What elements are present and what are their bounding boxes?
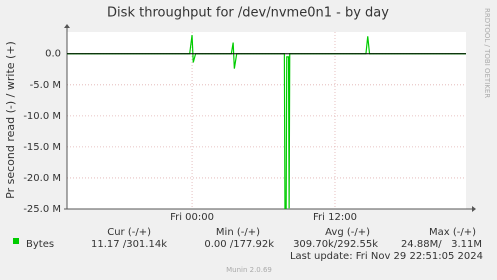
legend-value: 0.00 /177.92k (204, 239, 274, 250)
y-tick-label: -5.0 M (30, 80, 61, 91)
y-tick-label: 0.0 (45, 49, 61, 60)
last-update: Last update: Fri Nov 29 22:51:05 2024 (290, 251, 483, 262)
y-axis-label: Pr second read (-) / write (+) (4, 41, 17, 199)
legend-label: Bytes (26, 239, 54, 250)
legend-value: 11.17 /301.14k (91, 239, 167, 250)
legend-header: Min (-/+) (216, 227, 260, 238)
legend-swatch (13, 238, 19, 244)
y-tick-label: -10.0 M (23, 111, 61, 122)
chart-title: Disk throughput for /dev/nvme0n1 - by da… (107, 6, 389, 21)
legend-header: Avg (-/+) (325, 227, 370, 238)
axis-arrow (64, 24, 70, 28)
y-tick-label: -25.0 M (23, 204, 61, 215)
legend-header: Max (-/+) (429, 227, 476, 238)
x-tick-label: Fri 00:00 (170, 212, 214, 223)
axis-arrow (472, 206, 476, 212)
legend-header: Cur (-/+) (107, 227, 151, 238)
footer: Munin 2.0.69 (226, 266, 272, 274)
y-tick-label: -15.0 M (23, 142, 61, 153)
y-tick-label: -20.0 M (23, 173, 61, 184)
legend-value: 24.88M/ 3.11M (401, 239, 482, 250)
x-tick-label: Fri 12:00 (313, 212, 357, 223)
side-text: RRDTOOL / TOBI OETIKER (483, 8, 491, 98)
plot-area (67, 32, 466, 209)
legend-value: 309.70k/292.55k (293, 239, 378, 250)
